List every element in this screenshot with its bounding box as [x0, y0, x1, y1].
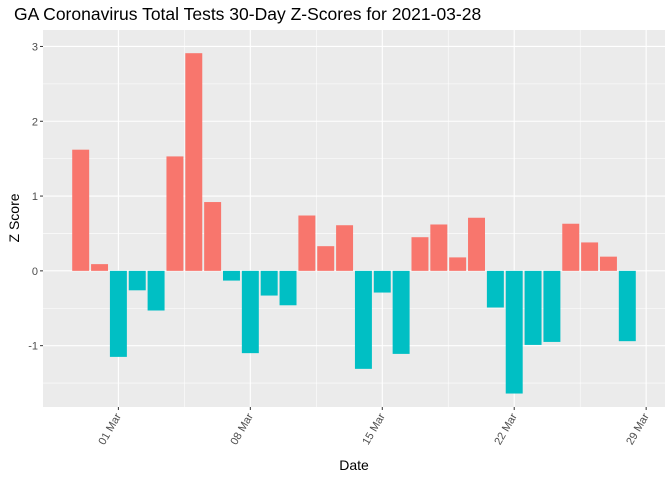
x-axis-title: Date [339, 457, 369, 473]
x-tick-label: 15 Mar [360, 411, 388, 447]
bar [430, 224, 448, 271]
bar [336, 225, 354, 271]
bar [373, 270, 391, 293]
x-tick-label: 08 Mar [228, 411, 256, 447]
bar [109, 270, 127, 357]
bar [147, 270, 165, 311]
bar [524, 270, 542, 345]
y-tick-label: -1 [28, 341, 38, 353]
bar [204, 202, 222, 271]
y-tick-label: 1 [32, 191, 38, 203]
bar [468, 217, 485, 271]
bar [128, 270, 146, 291]
bar [241, 270, 259, 354]
bar [185, 53, 203, 271]
bar [223, 270, 240, 281]
bars [72, 53, 636, 394]
bar [72, 149, 90, 271]
bar [392, 270, 410, 354]
plot-panel [43, 30, 665, 407]
bar [543, 270, 561, 342]
bar [486, 270, 504, 308]
x-tick-label: 29 Mar [624, 411, 652, 447]
bar [91, 264, 109, 271]
bar [317, 246, 335, 271]
chart-title: GA Coronavirus Total Tests 30-Day Z-Scor… [14, 4, 482, 24]
x-tick-label: 01 Mar [96, 411, 124, 447]
bar [354, 270, 372, 369]
x-tick-label: 22 Mar [492, 411, 520, 447]
bar [618, 270, 636, 342]
bar [298, 215, 316, 271]
grid-minor [43, 30, 665, 407]
bar [505, 270, 523, 394]
y-axis-title: Z Score [6, 193, 22, 242]
y-tick-label: 2 [32, 116, 38, 128]
y-tick-label: 0 [32, 266, 38, 278]
bar [279, 270, 297, 306]
x-axis: 01 Mar 08 Mar 15 Mar 22 Mar 29 Mar [96, 407, 652, 447]
bar [562, 223, 580, 271]
bar [260, 270, 278, 296]
bar [599, 256, 617, 271]
y-tick-label: 3 [32, 41, 38, 53]
bar [411, 237, 429, 271]
bar [581, 242, 599, 271]
y-axis: -1 0 1 2 3 [28, 41, 43, 353]
bar [166, 156, 184, 271]
bar [449, 257, 467, 271]
